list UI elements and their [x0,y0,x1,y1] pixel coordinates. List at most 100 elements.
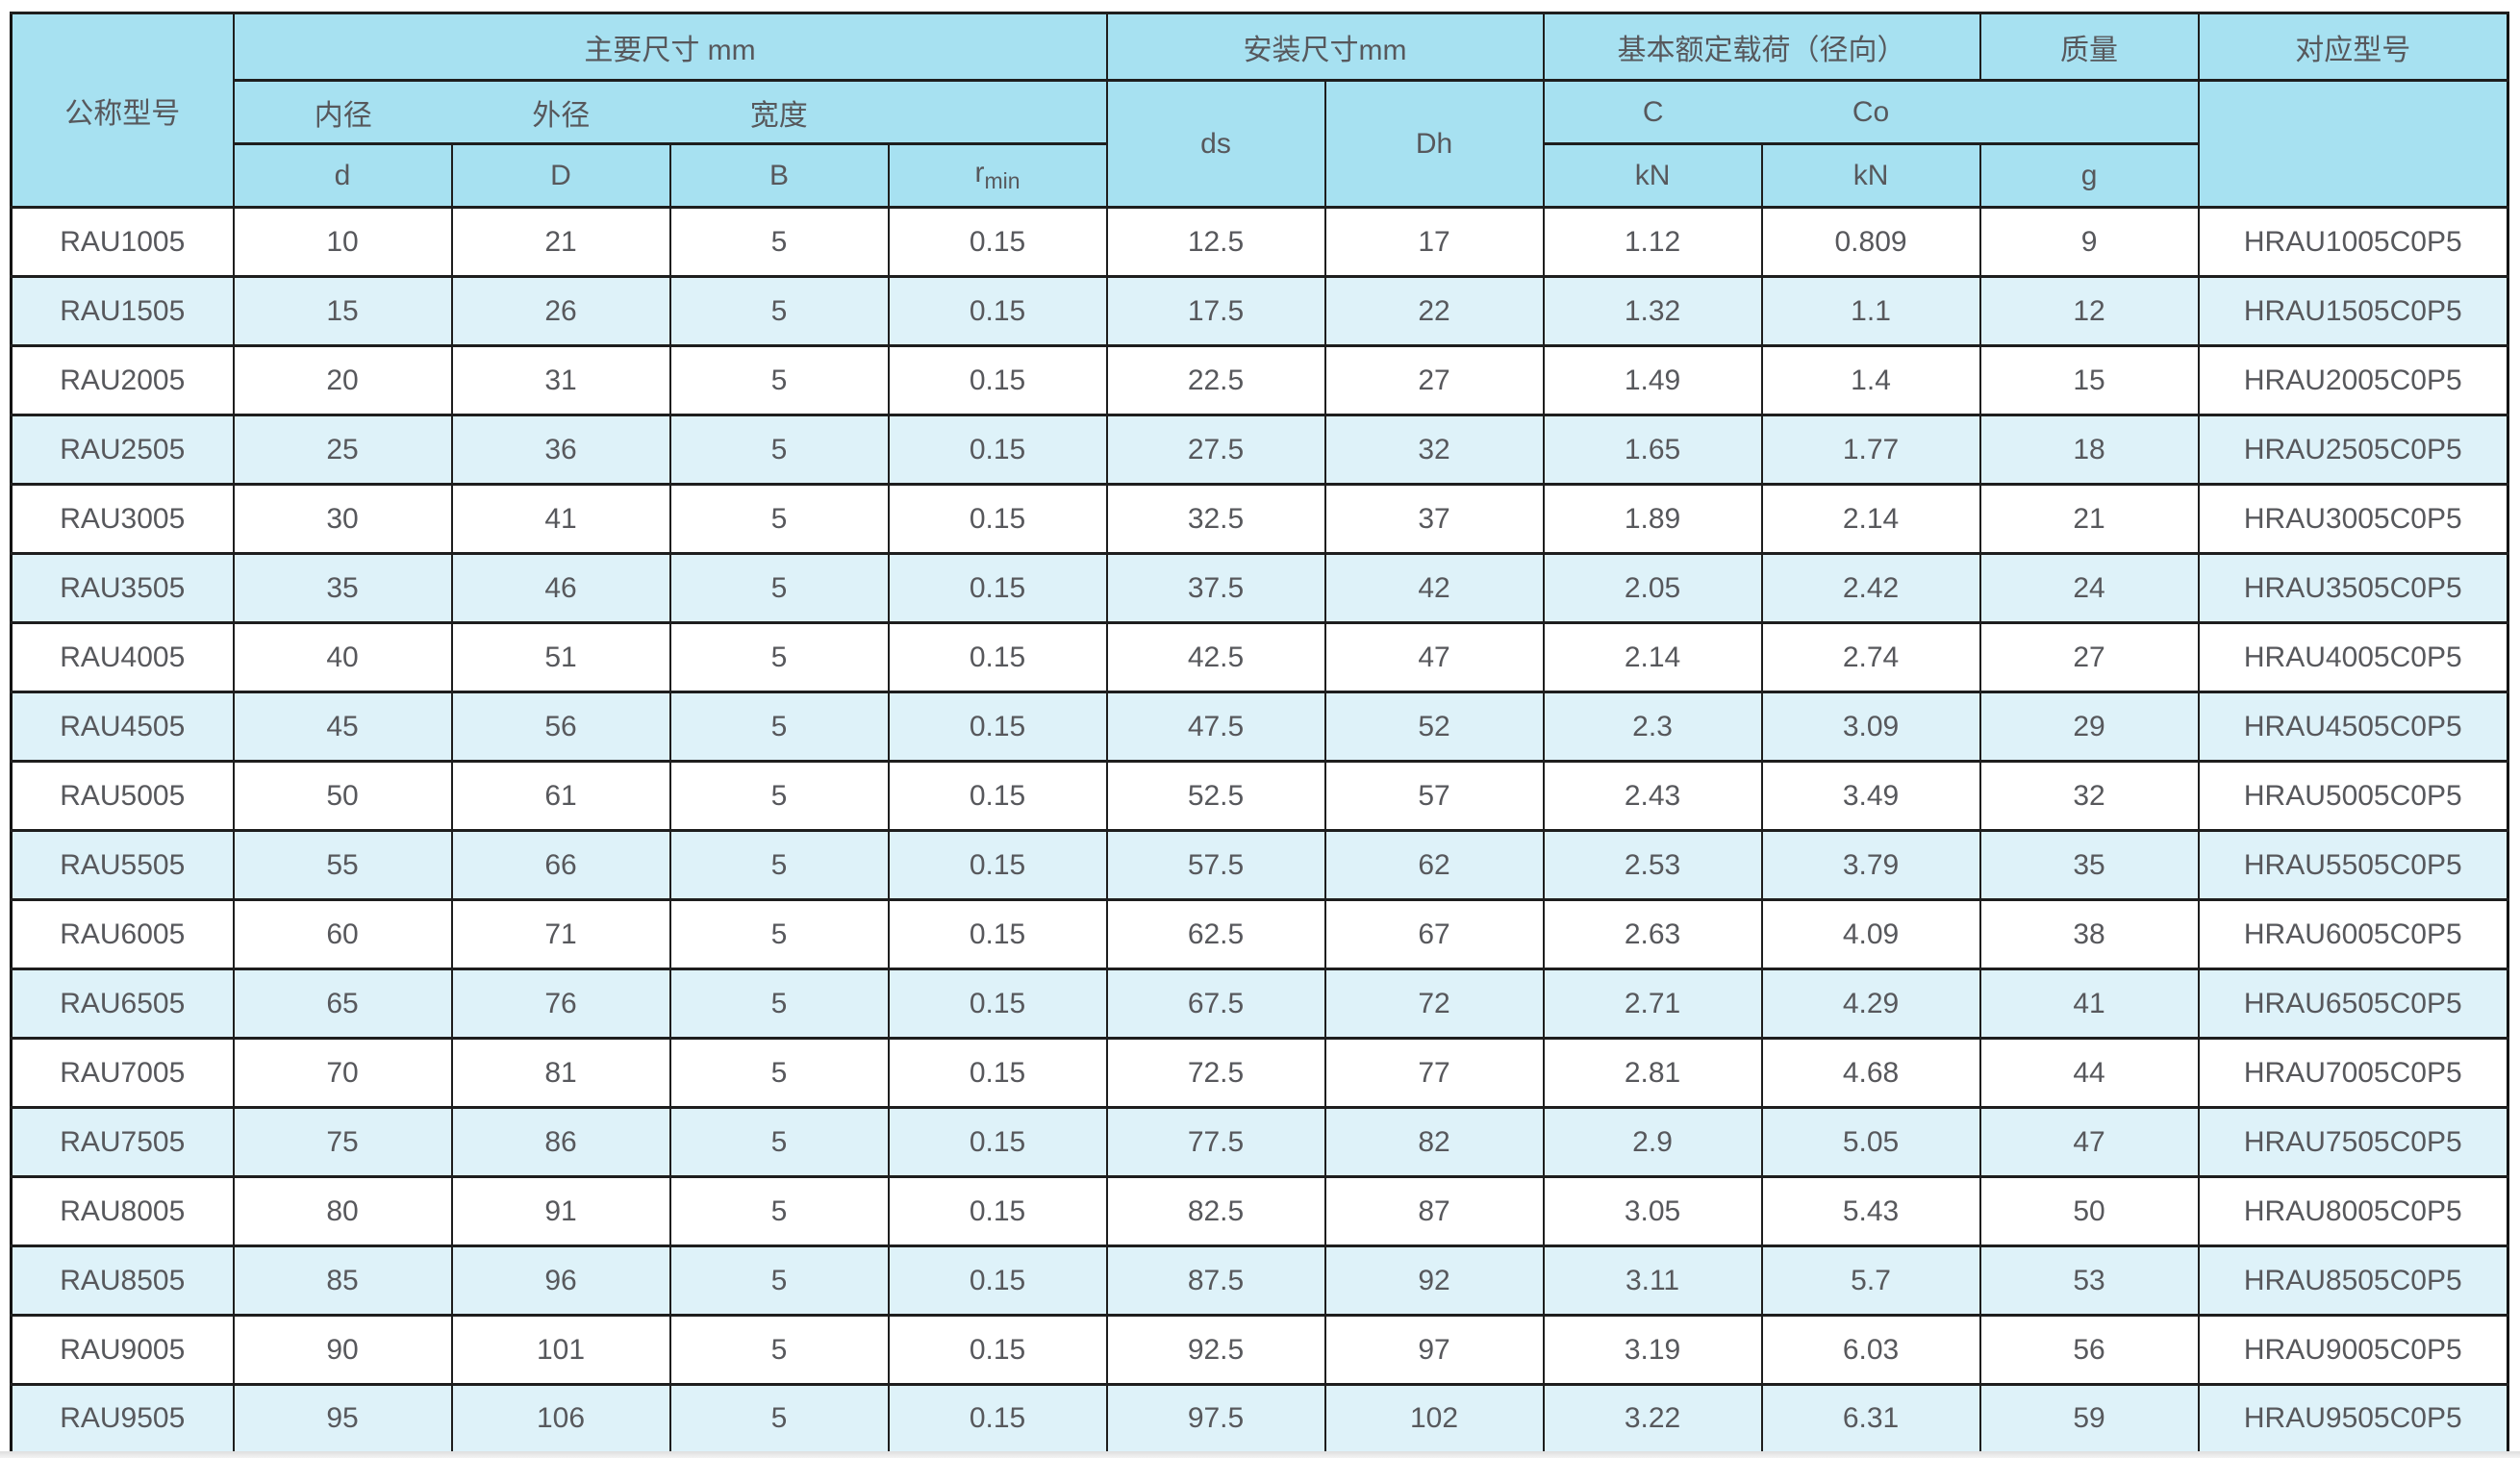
cell-rmin: 0.15 [887,898,1108,970]
cell-mass-g: 47 [1978,1106,2200,1178]
cell-Co-kN: 1.1 [1760,275,1981,347]
cell-nominal-model: RAU4505 [10,691,235,763]
rmin-base: r [974,157,985,189]
cell-C-kN: 2.14 [1542,621,1763,693]
cell-rmin: 0.15 [887,552,1108,624]
cell-corresponding-model: HRAU2505C0P5 [2197,414,2509,486]
cell-mass-g: 32 [1978,760,2200,832]
cell-d: 45 [232,691,453,763]
cell-D: 66 [450,829,671,901]
label-inner-diameter: 内径 [314,99,372,132]
group-header-mounting-dimensions: 安装尺寸mm [1105,12,1545,82]
cell-Dh: 42 [1323,552,1545,624]
cell-C-kN: 2.43 [1542,760,1763,832]
table-row: RAU8505 85 96 5 0.15 87.5 92 3.11 5.7 53… [10,1244,2509,1317]
cell-corresponding-model: HRAU5005C0P5 [2197,760,2509,832]
cell-Co-kN: 5.05 [1760,1106,1981,1178]
cell-Co-kN: 4.68 [1760,1037,1981,1109]
col-header-nominal-model: 公称型号 [10,12,235,209]
cell-corresponding-model: HRAU4505C0P5 [2197,691,2509,763]
cell-d: 80 [232,1175,453,1247]
load-sublabels: C Co [1546,96,2197,129]
cell-D: 86 [450,1106,671,1178]
load-sublabels-cell: C Co [1542,79,2200,145]
header-row-symbols: d D B rmin kN kN g [12,142,2508,209]
cell-corresponding-model: HRAU9505C0P5 [2197,1383,2509,1455]
cell-d: 25 [232,414,453,486]
cell-rmin: 0.15 [887,691,1108,763]
cell-C-kN: 2.63 [1542,898,1763,970]
table-row: RAU7005 70 81 5 0.15 72.5 77 2.81 4.68 4… [10,1037,2509,1109]
cell-nominal-model: RAU5005 [10,760,235,832]
cell-nominal-model: RAU6005 [10,898,235,970]
cell-B: 5 [668,1383,890,1455]
cell-rmin: 0.15 [887,760,1108,832]
cell-mass-g: 21 [1978,483,2200,555]
table-row: RAU1005 10 21 5 0.15 12.5 17 1.12 0.809 … [10,206,2509,278]
cell-d: 70 [232,1037,453,1109]
cell-d: 85 [232,1244,453,1317]
cell-d: 30 [232,483,453,555]
cell-C-kN: 1.89 [1542,483,1763,555]
cell-Dh: 92 [1323,1244,1545,1317]
cell-nominal-model: RAU4005 [10,621,235,693]
cell-ds: 62.5 [1105,898,1326,970]
cell-D: 36 [450,414,671,486]
cell-C-kN: 3.22 [1542,1383,1763,1455]
cell-B: 5 [668,829,890,901]
cell-rmin: 0.15 [887,414,1108,486]
cell-ds: 17.5 [1105,275,1326,347]
cell-corresponding-model: HRAU7505C0P5 [2197,1106,2509,1178]
cell-mass-g: 50 [1978,1175,2200,1247]
cell-Dh: 72 [1323,968,1545,1040]
cell-mass-g: 9 [1978,206,2200,278]
cell-D: 61 [450,760,671,832]
cell-corresponding-model: HRAU3505C0P5 [2197,552,2509,624]
cell-mass-g: 29 [1978,691,2200,763]
cell-corresponding-model: HRAU8005C0P5 [2197,1175,2509,1247]
cell-d: 10 [232,206,453,278]
cell-rmin: 0.15 [887,1244,1108,1317]
cell-d: 20 [232,344,453,416]
table-row: RAU4005 40 51 5 0.15 42.5 47 2.14 2.74 2… [10,621,2509,693]
cell-B: 5 [668,691,890,763]
cell-B: 5 [668,206,890,278]
cell-nominal-model: RAU8005 [10,1175,235,1247]
cell-Dh: 57 [1323,760,1545,832]
cell-ds: 92.5 [1105,1314,1326,1386]
cell-mass-g: 41 [1978,968,2200,1040]
cell-ds: 77.5 [1105,1106,1326,1178]
cell-rmin: 0.15 [887,829,1108,901]
cell-corresponding-model: HRAU7005C0P5 [2197,1037,2509,1109]
table-row: RAU1505 15 26 5 0.15 17.5 22 1.32 1.1 12… [10,275,2509,347]
table-row: RAU7505 75 86 5 0.15 77.5 82 2.9 5.05 47… [10,1106,2509,1178]
cell-D: 31 [450,344,671,416]
cell-B: 5 [668,1175,890,1247]
cell-mass-g: 53 [1978,1244,2200,1317]
cell-d: 75 [232,1106,453,1178]
cell-ds: 52.5 [1105,760,1326,832]
cell-ds: 87.5 [1105,1244,1326,1317]
cell-C-kN: 1.32 [1542,275,1763,347]
cell-corresponding-model: HRAU6505C0P5 [2197,968,2509,1040]
cell-C-kN: 3.19 [1542,1314,1763,1386]
cell-mass-g: 59 [1978,1383,2200,1455]
cell-d: 40 [232,621,453,693]
cell-Dh: 52 [1323,691,1545,763]
cell-Dh: 67 [1323,898,1545,970]
cell-D: 71 [450,898,671,970]
cell-d: 90 [232,1314,453,1386]
cell-C-kN: 2.53 [1542,829,1763,901]
cell-rmin: 0.15 [887,1175,1108,1247]
cell-D: 106 [450,1383,671,1455]
cell-rmin: 0.15 [887,968,1108,1040]
table-row: RAU9505 95 106 5 0.15 97.5 102 3.22 6.31… [10,1383,2509,1455]
cell-nominal-model: RAU9005 [10,1314,235,1386]
cell-C-kN: 1.49 [1542,344,1763,416]
cell-C-kN: 2.9 [1542,1106,1763,1178]
page-bottom-edge [0,1451,2520,1458]
table-row: RAU6005 60 71 5 0.15 62.5 67 2.63 4.09 3… [10,898,2509,970]
cell-d: 50 [232,760,453,832]
group-header-corresponding-model: 对应型号 [2197,12,2509,82]
cell-nominal-model: RAU3005 [10,483,235,555]
